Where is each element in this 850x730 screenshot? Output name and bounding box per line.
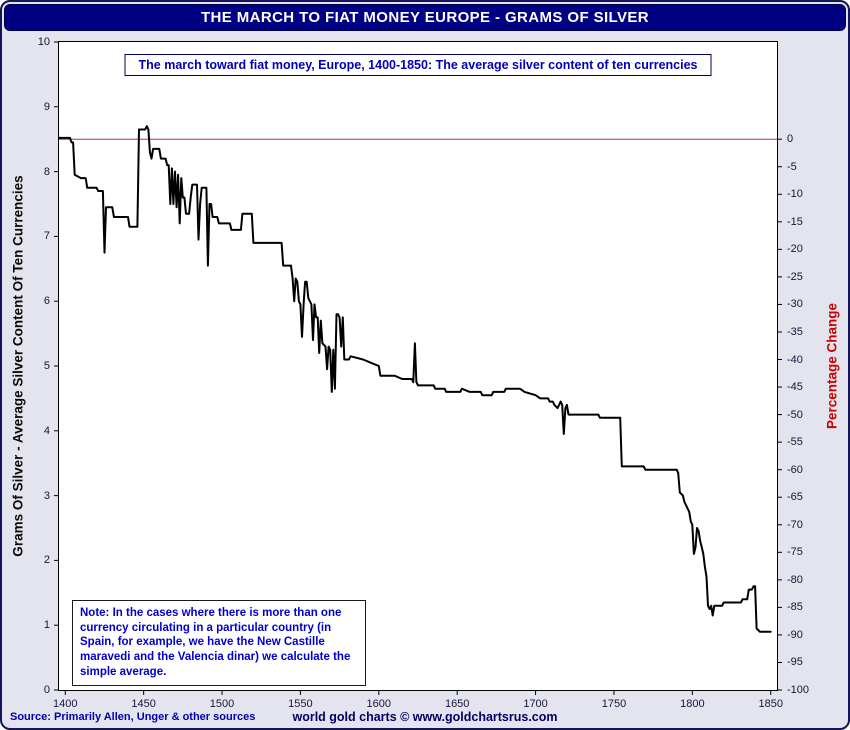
- y-right-tick-label: -30: [787, 298, 803, 311]
- y-left-tick-label: 9: [43, 100, 50, 113]
- subtitle-box: The march toward fiat money, Europe, 140…: [124, 54, 712, 76]
- y-right-tick-label: -55: [787, 436, 803, 449]
- right-axis-title: Percentage Change: [824, 302, 840, 430]
- chart-canvas: [54, 41, 782, 695]
- y-left-tick-label: 0: [43, 684, 50, 696]
- y-left-tick-label: 2: [43, 554, 50, 567]
- y-right-tick-label: 0: [787, 133, 794, 146]
- credit-text: world gold charts © www.goldchartsrus.co…: [292, 710, 558, 724]
- y-right-tick-label: -80: [787, 573, 803, 586]
- x-tick-label: 1500: [209, 698, 235, 710]
- note-text: Note: In the cases where there is more t…: [80, 607, 351, 678]
- y-left-tick-label: 6: [43, 295, 50, 308]
- silver-content-line: [58, 125, 772, 633]
- y-right-tick-label: -60: [787, 463, 803, 476]
- y-right-tick-label: -85: [787, 601, 803, 614]
- y-right-tick-label: -25: [787, 270, 803, 283]
- x-tick-label: 1400: [53, 698, 78, 710]
- x-tick-label: 1800: [680, 698, 705, 710]
- x-tick-label: 1550: [288, 698, 313, 710]
- y-right-tick-label: -75: [787, 546, 803, 559]
- y-left-tick-label: 3: [43, 489, 50, 502]
- x-tick-label: 1750: [601, 698, 627, 710]
- y-left-tick-label: 1: [43, 619, 50, 632]
- chart-title: THE MARCH TO FIAT MONEY EUROPE - GRAMS O…: [200, 9, 650, 26]
- y-right-tick-label: -20: [787, 243, 803, 256]
- y-right-tick-label: -100: [787, 684, 810, 696]
- y-right-tick-label: -65: [787, 491, 803, 504]
- source-text: Source: Primarily Allen, Unger & other s…: [10, 711, 256, 723]
- title-bar: THE MARCH TO FIAT MONEY EUROPE - GRAMS O…: [4, 4, 846, 31]
- y-right-tick-label: -35: [787, 325, 803, 338]
- x-tick-label: 1850: [758, 698, 783, 710]
- y-right-tick-label: -50: [787, 408, 803, 421]
- y-left-tick-label: 7: [43, 230, 50, 243]
- chart-subtitle: The march toward fiat money, Europe, 140…: [138, 58, 698, 72]
- y-right-tick-label: -15: [787, 215, 803, 228]
- y-right-tick-label: -10: [787, 188, 803, 201]
- note-box: Note: In the cases where there is more t…: [72, 600, 366, 686]
- y-left-tick-label: 10: [37, 36, 50, 48]
- x-tick-label: 1600: [366, 698, 392, 710]
- x-tick-label: 1450: [131, 698, 156, 710]
- x-tick-label: 1650: [444, 698, 470, 710]
- y-right-tick-label: -45: [787, 381, 803, 394]
- y-left-tick-label: 5: [43, 360, 50, 372]
- y-left-tick-label: 8: [43, 165, 50, 178]
- y-right-tick-label: -95: [787, 656, 803, 669]
- y-right-tick-label: -70: [787, 518, 803, 531]
- y-left-tick-label: 4: [43, 424, 50, 437]
- plot-area: The march toward fiat money, Europe, 140…: [54, 41, 782, 695]
- y-right-tick-label: -5: [787, 160, 797, 173]
- y-right-tick-label: -40: [787, 353, 803, 366]
- y-right-tick-label: -90: [787, 628, 803, 641]
- left-axis-title: Grams Of Silver - Average Silver Content…: [10, 175, 26, 557]
- x-tick-label: 1700: [523, 698, 548, 710]
